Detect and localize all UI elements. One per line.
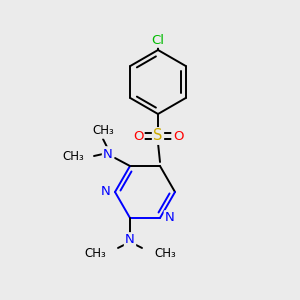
Text: CH₃: CH₃	[62, 149, 84, 163]
Text: Cl: Cl	[152, 34, 164, 46]
Text: O: O	[173, 130, 183, 142]
Text: S: S	[153, 128, 163, 143]
Text: CH₃: CH₃	[92, 124, 114, 137]
Text: CH₃: CH₃	[154, 248, 176, 260]
Text: O: O	[133, 130, 143, 142]
Text: N: N	[125, 233, 135, 247]
Text: N: N	[103, 148, 113, 160]
Text: CH₃: CH₃	[84, 248, 106, 260]
Text: N: N	[100, 185, 110, 199]
Text: N: N	[165, 212, 175, 224]
